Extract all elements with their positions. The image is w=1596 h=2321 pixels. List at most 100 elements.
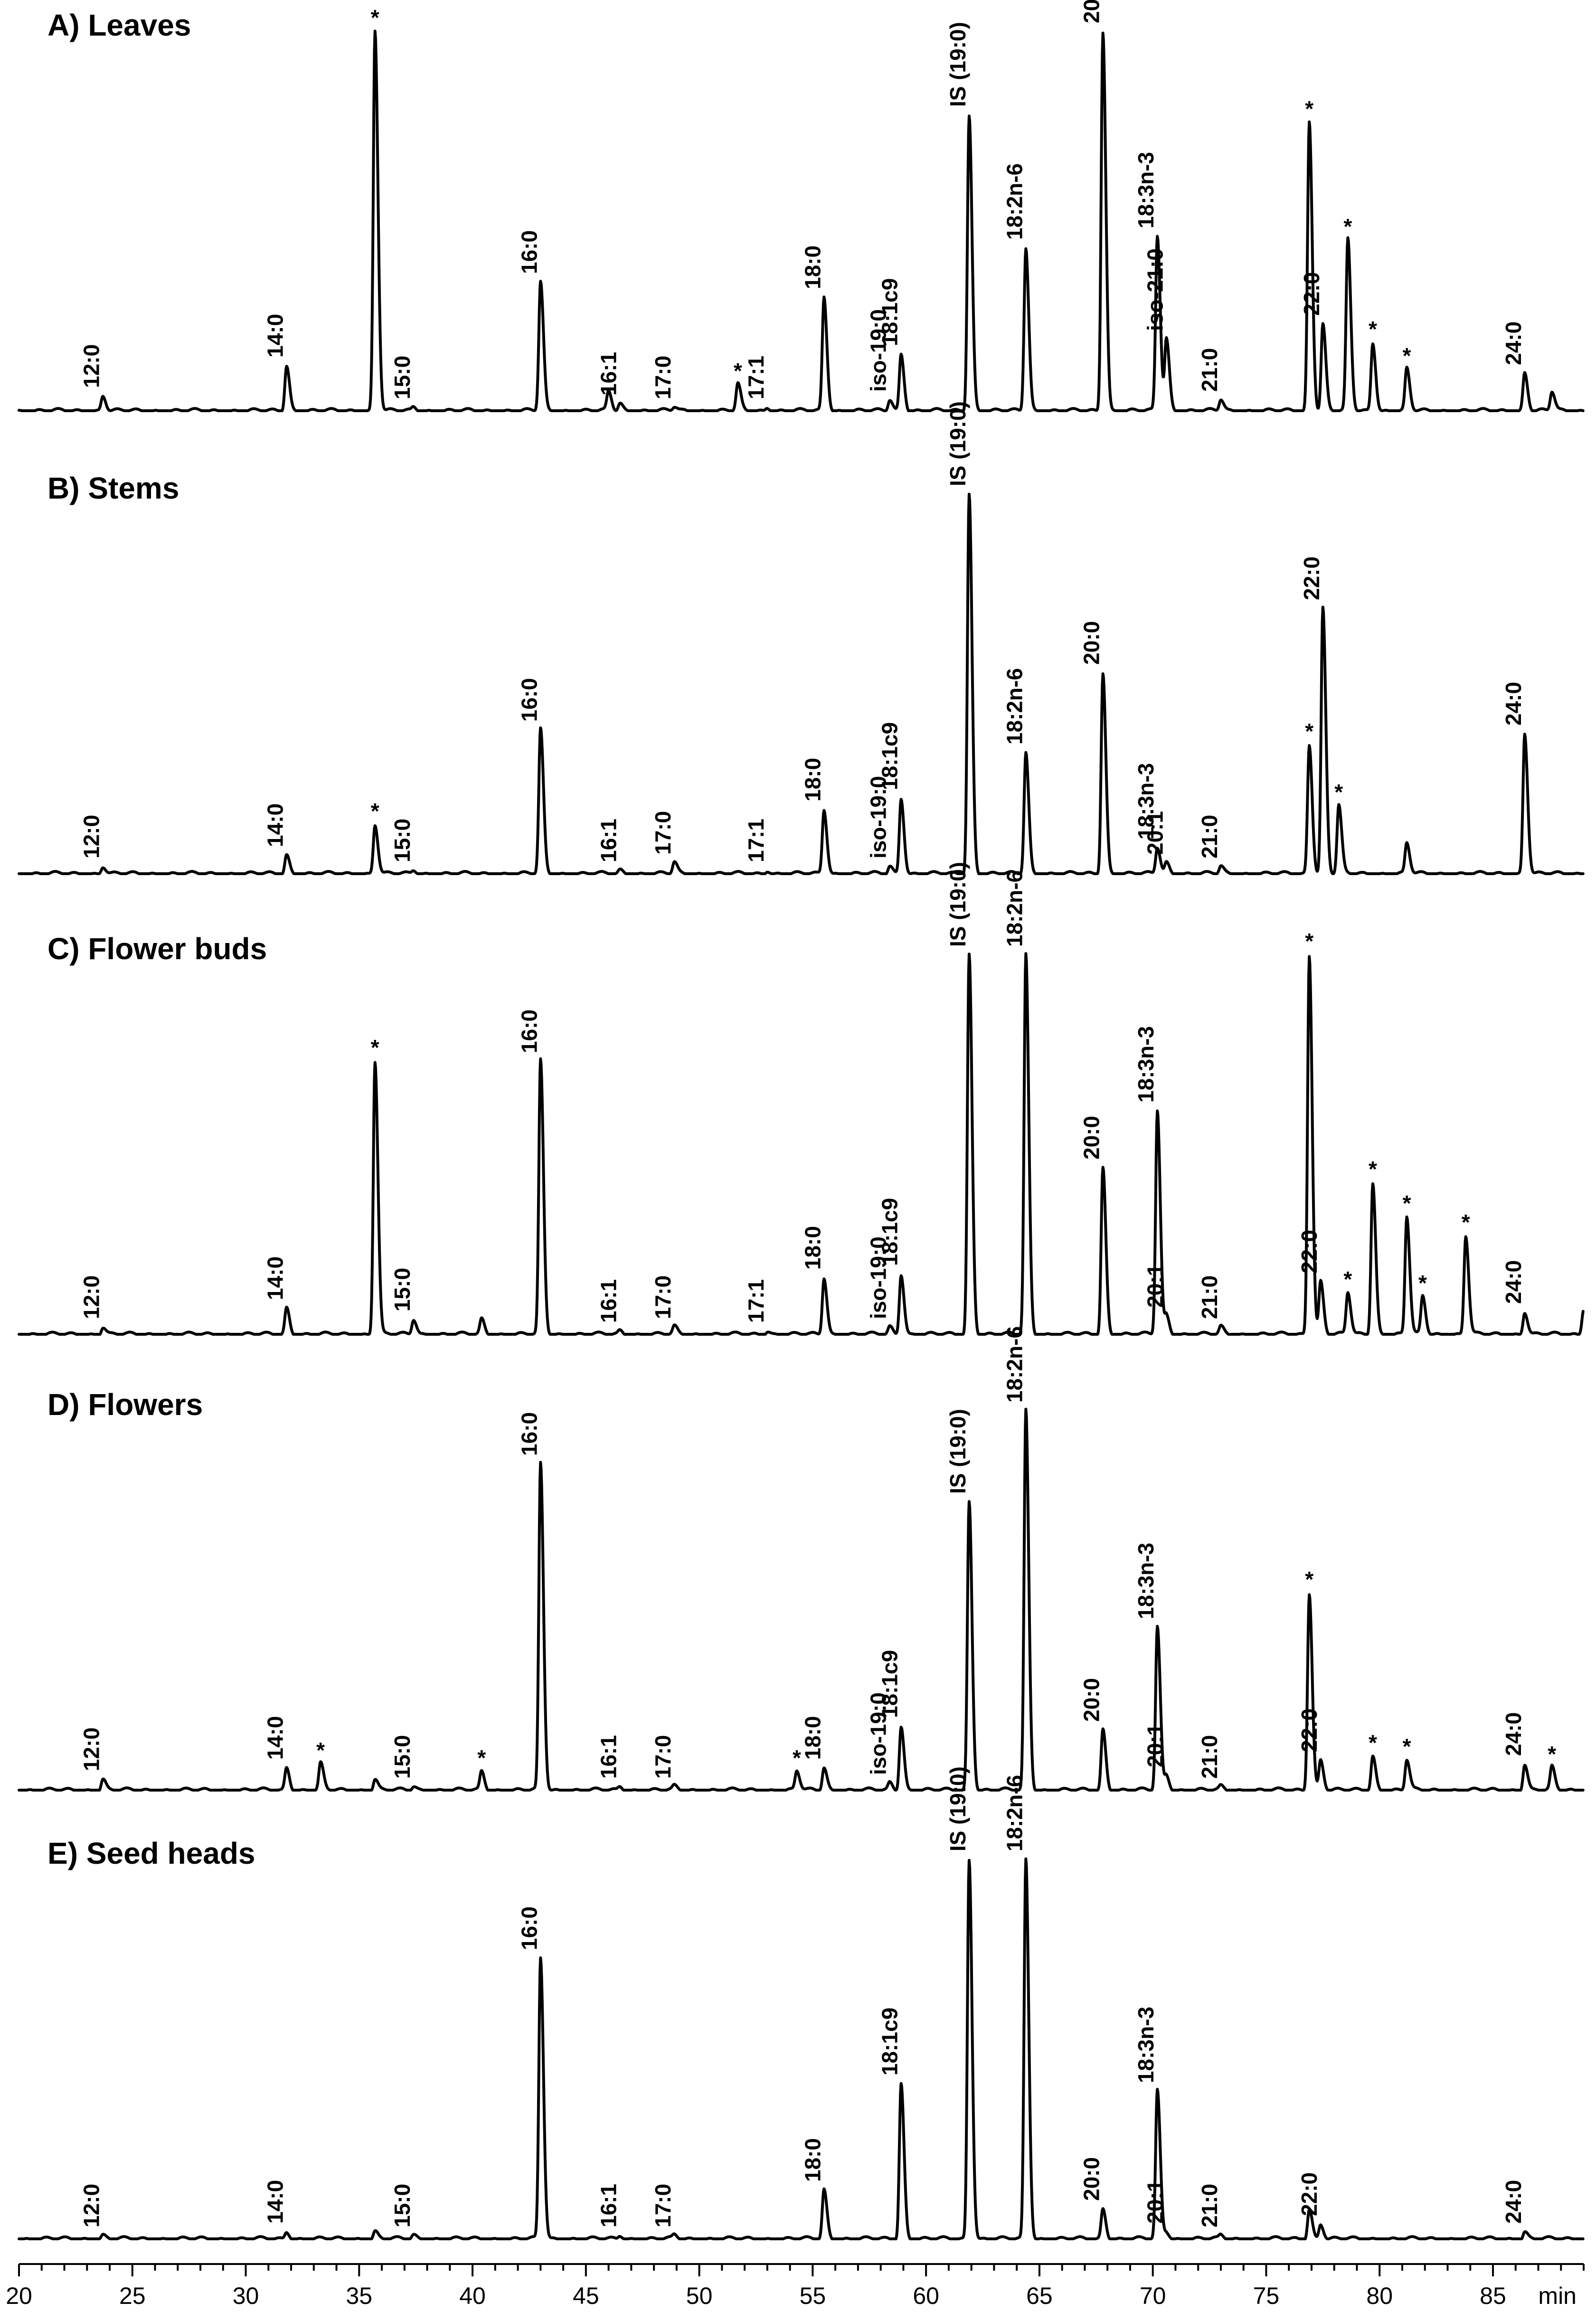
- peak-label: 21:0: [1197, 2184, 1222, 2227]
- peak-label: 16:1: [596, 352, 621, 396]
- peak-label: 24:0: [1501, 1712, 1526, 1756]
- peak-label: 18:0: [800, 758, 825, 802]
- peak-label: 21:0: [1197, 348, 1222, 392]
- peak-marker-asterisk: *: [1369, 1157, 1377, 1181]
- peak-label: iso-21:0: [1143, 248, 1167, 331]
- x-axis-unit-label: min: [1538, 2283, 1577, 2309]
- x-tick-label: 45: [573, 2283, 599, 2309]
- peak-label: 16:1: [596, 1735, 621, 1779]
- chromatogram-trace: [18, 952, 1585, 1336]
- peak-label: 24:0: [1501, 2180, 1526, 2224]
- peak-marker-asterisk: *: [1305, 96, 1313, 121]
- peak-label: 18:3n-3: [1133, 763, 1158, 840]
- peak-marker-asterisk: *: [371, 5, 379, 30]
- panel-title: E) Seed heads: [47, 1836, 255, 1870]
- panel-2: B) Stems 12:0 14:0 * 15:0 16:0 16:1 17:0 17:1 18:…: [18, 401, 1585, 875]
- peak-marker-asterisk: *: [1305, 1567, 1313, 1592]
- peak-label: 18:1c9: [878, 1198, 902, 1266]
- peak-label: 15:0: [390, 2184, 415, 2227]
- peak-label: 20:1: [1143, 1724, 1167, 1767]
- peak-marker-asterisk: *: [1462, 1210, 1470, 1235]
- peak-label: iso-19:0: [866, 1692, 891, 1775]
- peak-label: 12:0: [79, 2184, 104, 2227]
- peak-label: 16:1: [596, 819, 621, 862]
- peak-label: 22:0: [1299, 557, 1324, 600]
- peak-label: 18:3n-3: [1133, 2007, 1158, 2083]
- peak-label: 22:0: [1297, 1708, 1322, 1752]
- peak-label: 20:0: [1079, 0, 1104, 23]
- peak-label: IS (19:0): [945, 862, 970, 947]
- peak-label: 16:0: [517, 1010, 541, 1053]
- x-axis: 20 25 30 35 40 45 50 55 60 65 70 75 80 85 min: [6, 2263, 1585, 2309]
- peak-label: 18:0: [800, 1716, 825, 1760]
- peak-marker-asterisk: *: [477, 1745, 486, 1770]
- peak-label: 18:1c9: [878, 2008, 902, 2076]
- peak-label: 18:2n-6: [1002, 1775, 1027, 1851]
- peak-marker-asterisk: *: [1343, 1267, 1352, 1292]
- peak-marker-asterisk: *: [1305, 719, 1313, 744]
- peak-label: 14:0: [263, 2180, 287, 2224]
- peak-label: 12:0: [79, 1275, 104, 1319]
- peak-marker-asterisk: *: [1418, 1271, 1427, 1295]
- panel-5: E) Seed heads 12:0 14:0 15:0 16:0 16:1 17:0 18:…: [18, 1766, 1585, 2240]
- peak-marker-asterisk: *: [1369, 317, 1377, 341]
- x-tick-label: 35: [346, 2283, 372, 2309]
- peak-label: 22:0: [1299, 272, 1324, 316]
- peak-label: 24:0: [1501, 1260, 1526, 1304]
- peak-label: 20:1: [1143, 1264, 1167, 1308]
- peak-marker-asterisk: *: [1305, 929, 1313, 953]
- x-tick-label: 25: [119, 2283, 146, 2309]
- peak-label: 18:0: [800, 2138, 825, 2182]
- x-tick-label: 20: [6, 2283, 32, 2309]
- peak-label: iso-19:0: [866, 1236, 891, 1319]
- peak-label: iso-19:0: [866, 309, 891, 392]
- x-tick-label: 50: [686, 2283, 713, 2309]
- peak-label: 18:3n-3: [1133, 152, 1158, 228]
- peak-label: 15:0: [390, 356, 415, 399]
- peak-label: 18:0: [800, 1226, 825, 1270]
- peak-label: 22:0: [1297, 2172, 1322, 2216]
- peak-label: 12:0: [79, 344, 104, 388]
- peak-marker-asterisk: *: [1334, 780, 1343, 804]
- peak-label: 14:0: [263, 1256, 287, 1300]
- peak-label: 20:0: [1079, 621, 1104, 665]
- peak-label: IS (19:0): [945, 401, 970, 486]
- peak-label: 14:0: [263, 803, 287, 847]
- peak-label: 16:0: [517, 1906, 541, 1950]
- panel-title: A) Leaves: [47, 8, 191, 42]
- peak-label: 12:0: [79, 815, 104, 859]
- peak-label: 18:0: [800, 245, 825, 289]
- peak-label: 17:0: [651, 1735, 675, 1779]
- peak-marker-asterisk: *: [1403, 1734, 1411, 1759]
- peak-marker-asterisk: *: [1548, 1742, 1556, 1766]
- panel-title: C) Flower buds: [47, 932, 267, 966]
- peak-label: 18:1c9: [878, 722, 902, 790]
- peak-marker-asterisk: *: [371, 799, 379, 823]
- peak-label: 16:1: [596, 1279, 621, 1323]
- x-tick-label: 75: [1253, 2283, 1280, 2309]
- x-tick-label: 40: [459, 2283, 486, 2309]
- peak-label: 17:1: [744, 356, 768, 399]
- peak-label: 21:0: [1197, 815, 1222, 859]
- peak-label: 24:0: [1501, 321, 1526, 365]
- chromatogram-trace: [18, 29, 1585, 412]
- peak-label: 17:0: [651, 2184, 675, 2227]
- x-tick-label: 70: [1140, 2283, 1166, 2309]
- peak-marker-asterisk: *: [793, 1745, 801, 1770]
- peak-label: 21:0: [1197, 1275, 1222, 1319]
- peak-marker-asterisk: *: [371, 1035, 379, 1060]
- peak-label: 15:0: [390, 1268, 415, 1311]
- peak-label: 18:2n-6: [1002, 163, 1027, 240]
- peak-label: 18:1c9: [878, 278, 902, 346]
- chromatogram-trace: [18, 1407, 1585, 1792]
- panel-3: C) Flower buds 12:0 14:0 * 15:0 16:0 16:1 17:0 1…: [18, 862, 1585, 1336]
- peak-label: 16:0: [517, 230, 541, 274]
- chromatogram-trace: [18, 492, 1585, 875]
- x-tick-label: 55: [800, 2283, 826, 2309]
- peak-marker-asterisk: *: [1403, 343, 1411, 368]
- panel-title: B) Stems: [47, 471, 179, 505]
- peak-label: 17:0: [651, 1275, 675, 1319]
- peak-label: 18:1c9: [878, 1650, 902, 1718]
